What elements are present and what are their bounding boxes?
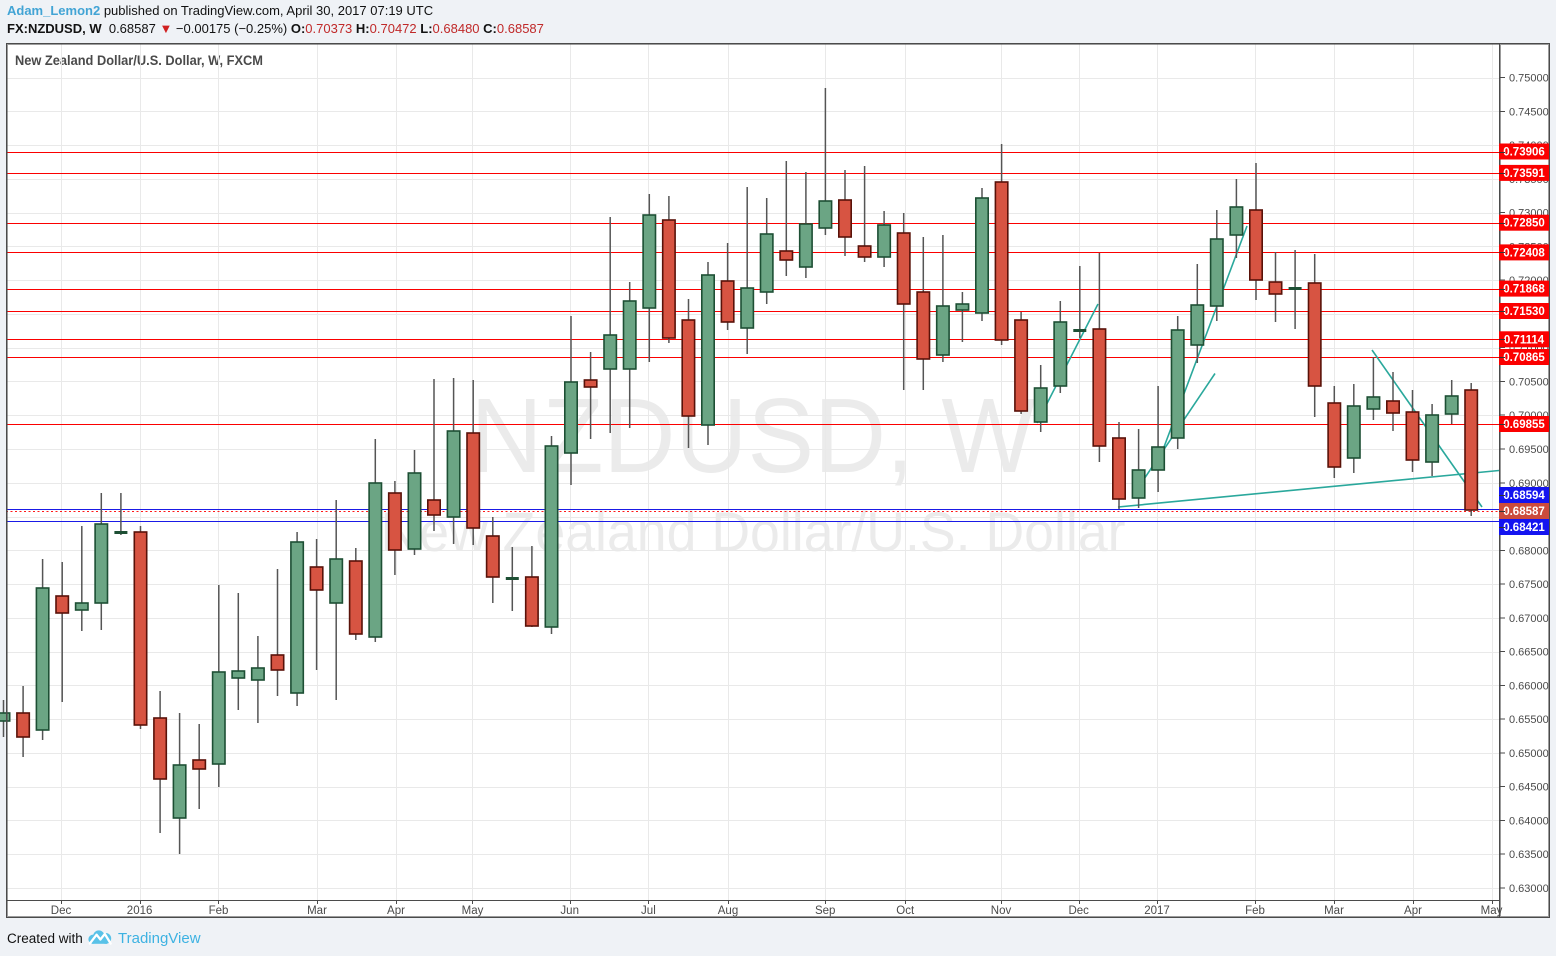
svg-text:0.71114: 0.71114	[1504, 334, 1545, 346]
svg-text:Apr: Apr	[387, 905, 405, 917]
svg-text:Dec: Dec	[51, 905, 72, 917]
svg-text:May: May	[462, 905, 484, 917]
svg-text:2016: 2016	[127, 905, 153, 917]
svg-text:0.66500: 0.66500	[1509, 647, 1549, 659]
svg-text:0.68000: 0.68000	[1509, 545, 1549, 557]
svg-text:0.68594: 0.68594	[1503, 490, 1545, 502]
svg-text:0.69855: 0.69855	[1503, 419, 1545, 431]
svg-text:Feb: Feb	[1245, 905, 1265, 917]
svg-text:Jun: Jun	[560, 905, 579, 917]
svg-text:0.74500: 0.74500	[1509, 106, 1549, 118]
svg-text:0.71868: 0.71868	[1503, 284, 1545, 296]
svg-text:0.67000: 0.67000	[1509, 613, 1549, 625]
svg-text:0.70865: 0.70865	[1503, 352, 1545, 364]
svg-text:0.73591: 0.73591	[1503, 168, 1545, 180]
svg-text:0.67500: 0.67500	[1509, 579, 1549, 591]
svg-text:New Zealand Dollar/U.S. Dollar: New Zealand Dollar/U.S. Dollar, W, FXCM	[15, 53, 263, 68]
svg-text:Jul: Jul	[641, 905, 656, 917]
svg-text:0.63000: 0.63000	[1509, 883, 1549, 895]
svg-text:Apr: Apr	[1404, 905, 1422, 917]
svg-text:0.63500: 0.63500	[1509, 849, 1549, 861]
svg-text:0.71530: 0.71530	[1503, 306, 1545, 318]
svg-text:2017: 2017	[1144, 905, 1170, 917]
svg-text:0.65000: 0.65000	[1509, 748, 1549, 760]
svg-text:0.64000: 0.64000	[1509, 815, 1549, 827]
svg-text:0.68421: 0.68421	[1503, 522, 1545, 534]
svg-text:May: May	[1481, 905, 1503, 917]
svg-text:0.69500: 0.69500	[1509, 444, 1549, 456]
svg-text:0.70500: 0.70500	[1509, 377, 1549, 389]
svg-text:0.69000: 0.69000	[1509, 478, 1549, 490]
svg-text:Mar: Mar	[307, 905, 327, 917]
svg-text:0.73906: 0.73906	[1503, 147, 1545, 159]
svg-text:Feb: Feb	[209, 905, 229, 917]
svg-text:Aug: Aug	[718, 905, 738, 917]
svg-text:0.72850: 0.72850	[1503, 218, 1545, 230]
svg-text:0.68587: 0.68587	[1503, 506, 1545, 518]
svg-text:Sep: Sep	[815, 905, 835, 917]
svg-text:0.75000: 0.75000	[1509, 73, 1549, 85]
svg-text:0.66000: 0.66000	[1509, 680, 1549, 692]
svg-text:Oct: Oct	[896, 905, 915, 917]
svg-text:Nov: Nov	[991, 905, 1012, 917]
svg-text:Dec: Dec	[1068, 905, 1089, 917]
svg-text:0.72408: 0.72408	[1503, 247, 1545, 259]
svg-text:0.64500: 0.64500	[1509, 782, 1549, 794]
svg-text:Mar: Mar	[1324, 905, 1344, 917]
svg-text:0.65500: 0.65500	[1509, 714, 1549, 726]
